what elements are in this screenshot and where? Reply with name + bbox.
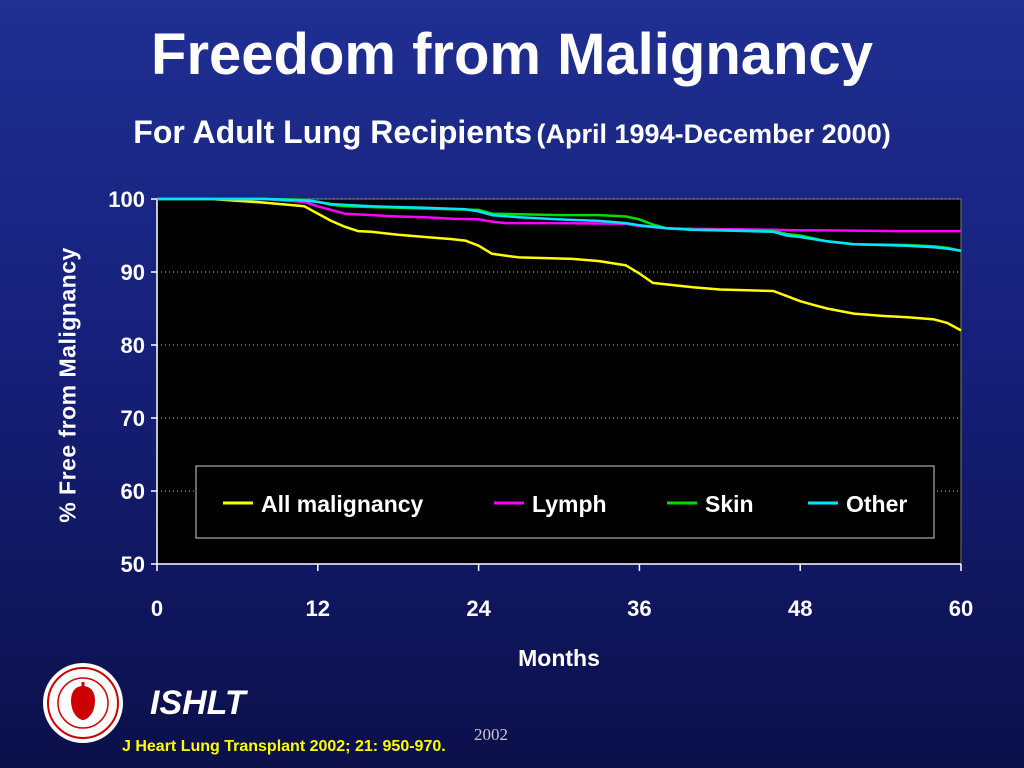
legend-label-1: Lymph: [532, 491, 607, 517]
y-tick-label-80: 80: [121, 333, 145, 358]
subtitle-main: For Adult Lung Recipients: [133, 114, 533, 150]
subtitle-date-range: (April 1994-December 2000): [536, 119, 891, 149]
x-tick-label-60: 60: [949, 596, 973, 621]
legend-label-0: All malignancy: [261, 491, 424, 517]
y-tick-label-90: 90: [121, 260, 145, 285]
citation: J Heart Lung Transplant 2002; 21: 950-97…: [122, 738, 446, 755]
series-line-all-malignancy: [157, 197, 962, 332]
legend-label-2: Skin: [705, 491, 754, 517]
y-axis-label: % Free from Malignancy: [54, 247, 81, 523]
slide-subtitle: For Adult Lung Recipients (April 1994-De…: [0, 114, 1024, 151]
x-tick-label-12: 12: [306, 596, 330, 621]
ishlt-seal-icon: [43, 663, 123, 743]
series-line-other: [157, 197, 962, 253]
legend-label-3: Other: [846, 491, 907, 517]
x-tick-label-48: 48: [788, 596, 812, 621]
x-axis-label: Months: [518, 645, 600, 671]
y-tick-label-50: 50: [121, 552, 145, 577]
series-line-lymph: [157, 197, 961, 233]
y-tick-label-100: 100: [108, 187, 145, 212]
year-mark: 2002: [474, 725, 508, 744]
x-tick-label-0: 0: [151, 596, 163, 621]
slide-title: Freedom from Malignancy: [151, 22, 873, 87]
ishlt-brand: ISHLT: [150, 684, 246, 722]
x-tick-label-36: 36: [627, 596, 651, 621]
y-tick-label-70: 70: [121, 406, 145, 431]
x-tick-label-24: 24: [466, 596, 491, 621]
y-tick-label-60: 60: [121, 479, 145, 504]
